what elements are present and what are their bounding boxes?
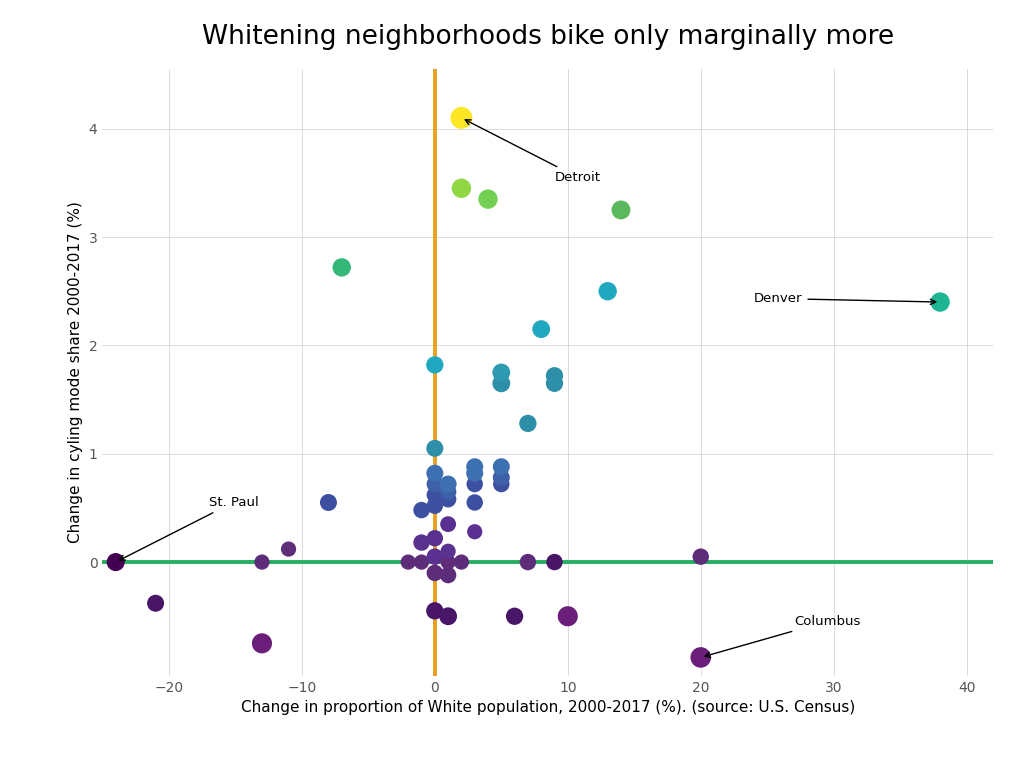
Point bbox=[494, 478, 510, 490]
Point bbox=[254, 637, 270, 650]
Point bbox=[414, 504, 430, 516]
Point bbox=[932, 296, 948, 308]
Point bbox=[692, 551, 709, 563]
Point bbox=[414, 556, 430, 568]
Point bbox=[599, 285, 615, 297]
Point bbox=[494, 377, 510, 389]
Point bbox=[334, 261, 350, 273]
Point bbox=[427, 359, 443, 371]
Point bbox=[467, 478, 483, 490]
Point bbox=[414, 536, 430, 548]
Point bbox=[454, 556, 470, 568]
Point bbox=[427, 567, 443, 579]
Point bbox=[281, 543, 297, 555]
Point bbox=[254, 556, 270, 568]
Point bbox=[427, 551, 443, 563]
Point bbox=[440, 478, 457, 490]
Point bbox=[108, 556, 124, 568]
Point bbox=[427, 532, 443, 545]
Point bbox=[467, 496, 483, 508]
Text: St. Paul: St. Paul bbox=[120, 495, 258, 560]
Point bbox=[321, 496, 337, 508]
Point bbox=[400, 556, 417, 568]
Point bbox=[440, 493, 457, 505]
Point bbox=[559, 610, 575, 622]
Point bbox=[427, 500, 443, 512]
Point bbox=[440, 545, 457, 558]
Point bbox=[440, 485, 457, 498]
Point bbox=[440, 556, 457, 568]
Point bbox=[427, 604, 443, 617]
Point bbox=[467, 467, 483, 479]
Point bbox=[692, 651, 709, 664]
Y-axis label: Change in cyling mode share 2000-2017 (%): Change in cyling mode share 2000-2017 (%… bbox=[69, 201, 83, 544]
X-axis label: Change in proportion of White population, 2000-2017 (%). (source: U.S. Census): Change in proportion of White population… bbox=[241, 700, 855, 715]
Point bbox=[440, 518, 457, 530]
Point bbox=[546, 369, 562, 382]
Point bbox=[494, 366, 510, 379]
Point bbox=[520, 556, 537, 568]
Point bbox=[440, 569, 457, 581]
Point bbox=[612, 204, 629, 216]
Point bbox=[494, 461, 510, 473]
Text: Denver: Denver bbox=[754, 292, 936, 305]
Point bbox=[546, 377, 562, 389]
Point bbox=[480, 193, 497, 205]
Point bbox=[494, 472, 510, 484]
Point bbox=[427, 467, 443, 479]
Point bbox=[427, 478, 443, 490]
Point bbox=[546, 556, 562, 568]
Point bbox=[454, 182, 470, 194]
Point bbox=[520, 417, 537, 429]
Point bbox=[467, 525, 483, 538]
Point bbox=[147, 597, 164, 609]
Text: Columbus: Columbus bbox=[705, 615, 860, 657]
Text: Detroit: Detroit bbox=[465, 120, 600, 184]
Point bbox=[467, 461, 483, 473]
Point bbox=[427, 488, 443, 501]
Title: Whitening neighborhoods bike only marginally more: Whitening neighborhoods bike only margin… bbox=[202, 24, 894, 50]
Point bbox=[427, 442, 443, 455]
Point bbox=[454, 111, 470, 124]
Point bbox=[440, 610, 457, 622]
Point bbox=[507, 610, 523, 622]
Point bbox=[534, 323, 550, 336]
